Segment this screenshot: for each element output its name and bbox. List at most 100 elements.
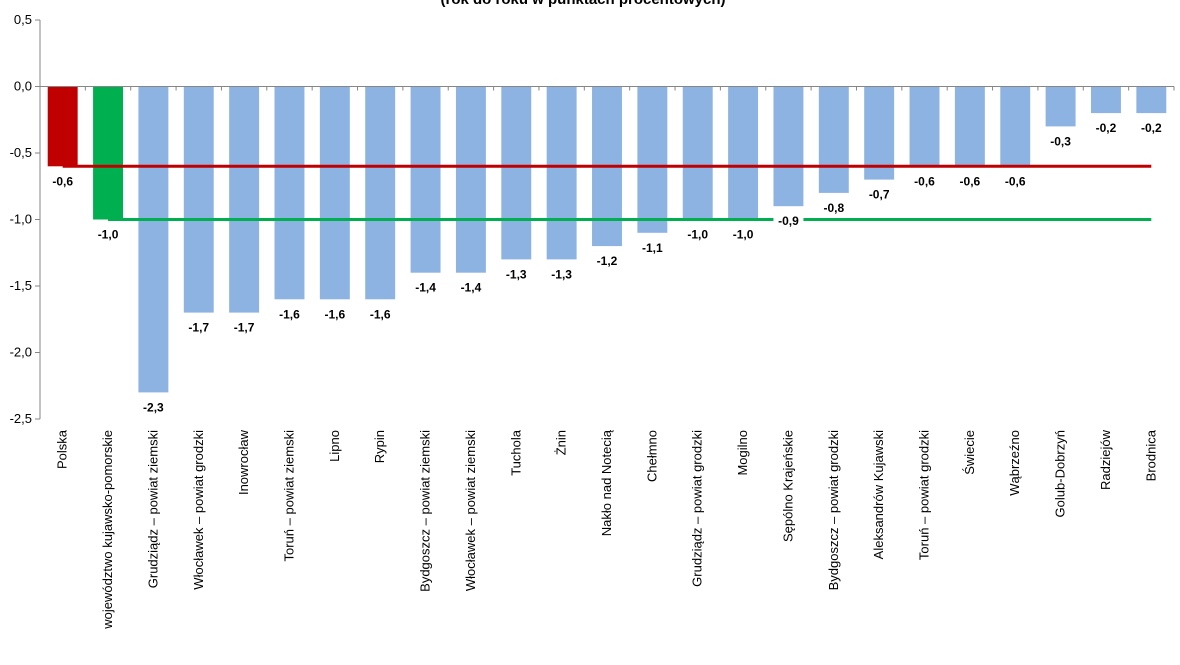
chart-title: (rok do roku w punktach procentowych) — [440, 0, 725, 8]
bar — [319, 86, 350, 300]
bar — [1000, 86, 1031, 167]
data-label: -1,1 — [642, 241, 663, 255]
y-tick-label: -2,5 — [10, 411, 32, 426]
data-label-bg — [818, 199, 849, 216]
data-label: -1,6 — [370, 307, 391, 321]
bar — [1136, 86, 1167, 114]
data-label-bg — [864, 186, 895, 203]
data-label: -0,6 — [960, 174, 981, 188]
data-label: -1,0 — [733, 228, 754, 242]
data-label: -1,0 — [98, 228, 119, 242]
data-label: -0,9 — [778, 214, 799, 228]
bar — [229, 86, 260, 313]
data-label: -1,4 — [461, 281, 482, 295]
bar — [546, 86, 577, 260]
bar — [682, 86, 713, 220]
category-label: Golub-Dobrzyń — [1053, 430, 1068, 517]
data-label: -0,2 — [1096, 121, 1117, 135]
category-label: Włocławek – powiat grodzki — [191, 430, 206, 590]
bar — [773, 86, 804, 207]
data-label-bg — [183, 319, 214, 336]
category-label: Włocławek – powiat ziemski — [463, 430, 478, 591]
bar — [47, 86, 78, 167]
bar — [138, 86, 169, 393]
bar — [93, 86, 124, 220]
category-label: Nakło nad Notecią — [599, 429, 614, 536]
data-label-bg — [455, 279, 486, 296]
category-label: Aleksandrów Kujawski — [871, 430, 886, 559]
category-label: Polska — [55, 429, 70, 469]
bar — [864, 86, 895, 180]
data-label-bg — [93, 226, 124, 243]
category-label: Mogilno — [735, 430, 750, 476]
bar — [183, 86, 214, 313]
data-label: -0,6 — [1005, 174, 1026, 188]
data-label: -1,2 — [597, 254, 618, 268]
data-label-bg — [909, 173, 940, 190]
data-label-bg — [410, 279, 441, 296]
bar — [501, 86, 532, 260]
category-label: Tuchola — [508, 429, 523, 476]
y-tick-label: 0,0 — [14, 79, 32, 94]
category-label: Świecie — [962, 430, 977, 475]
data-label: -0,7 — [869, 188, 890, 202]
bar — [954, 86, 985, 167]
category-label: Sępólno Krajeńskie — [780, 430, 795, 542]
data-label-bg — [319, 306, 350, 323]
data-label-bg — [773, 213, 804, 230]
data-label-bg — [229, 319, 260, 336]
data-label: -1,3 — [506, 267, 527, 281]
data-label-bg — [1000, 173, 1031, 190]
y-tick-label: -1,5 — [10, 278, 32, 293]
category-label: Grudziądz – powiat grodzki — [690, 430, 705, 587]
data-label-bg — [501, 266, 532, 283]
data-label: -0,6 — [914, 174, 935, 188]
data-label-bg — [274, 306, 305, 323]
bar — [1090, 86, 1121, 114]
data-label: -1,0 — [687, 228, 708, 242]
data-label-bg — [47, 173, 78, 190]
data-label: -1,6 — [324, 307, 345, 321]
bar — [818, 86, 849, 193]
category-label: Wąbrzeźno — [1007, 430, 1022, 496]
data-label: -1,3 — [551, 267, 572, 281]
category-label: Grudziądz – powiat ziemski — [145, 430, 160, 588]
category-label: Żnin — [554, 430, 569, 455]
category-label: Rypin — [372, 430, 387, 463]
data-label: -0,6 — [52, 174, 73, 188]
data-label: -0,3 — [1050, 134, 1071, 148]
data-label: -0,2 — [1141, 121, 1162, 135]
category-label: Lipno — [327, 430, 342, 462]
category-label: województwo kujawsko-pomorskie — [100, 430, 115, 630]
data-label-bg — [728, 226, 759, 243]
data-label: -2,3 — [143, 400, 164, 414]
category-label: Brodnica — [1143, 429, 1158, 481]
data-label: -1,6 — [279, 307, 300, 321]
data-label-bg — [365, 306, 396, 323]
data-label-bg — [1136, 120, 1167, 137]
y-tick-label: 0,5 — [14, 12, 32, 27]
data-label-bg — [637, 239, 668, 256]
bar — [1045, 86, 1076, 127]
bar — [728, 86, 759, 220]
category-label: Toruń – powiat grodzki — [917, 430, 932, 560]
data-label: -1,7 — [234, 321, 255, 335]
category-label: Bydgoszcz – powiat grodzki — [826, 430, 841, 591]
data-label-bg — [592, 253, 622, 270]
category-label: Radziejów — [1098, 429, 1113, 490]
y-tick-label: -2,0 — [10, 345, 32, 360]
category-label: Bydgoszcz – powiat ziemski — [418, 430, 433, 592]
bar — [455, 86, 486, 273]
category-label: Inowrocław — [236, 429, 251, 495]
data-label-bg — [954, 173, 985, 190]
bar — [274, 86, 305, 300]
data-label-bg — [1045, 133, 1076, 150]
data-label: -1,7 — [188, 321, 209, 335]
bar — [909, 86, 940, 167]
data-label-bg — [1090, 120, 1121, 137]
bar — [365, 86, 396, 300]
category-label: Toruń – powiat ziemski — [281, 430, 296, 562]
data-label-bg — [682, 226, 713, 243]
